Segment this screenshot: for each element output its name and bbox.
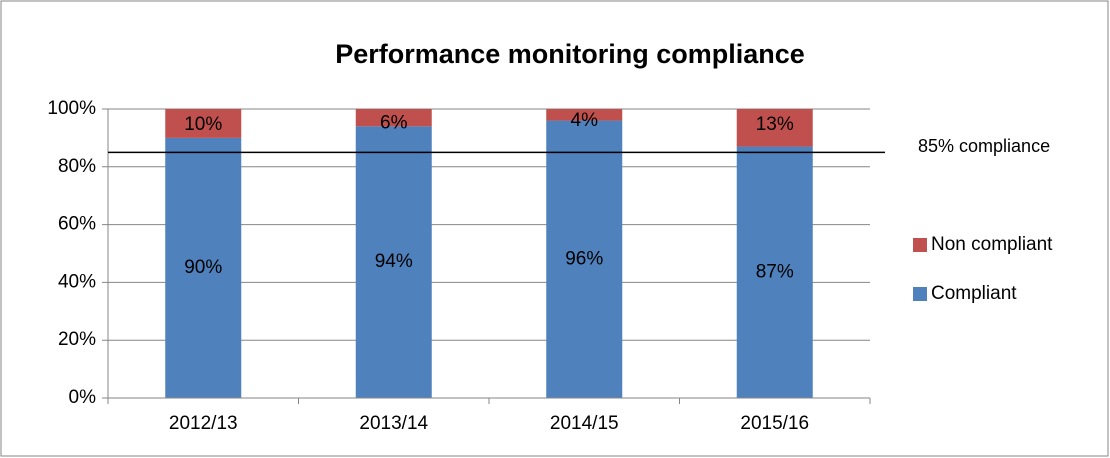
data-label: 4% [571, 110, 599, 131]
data-label: 96% [565, 248, 603, 269]
chart-title: Performance monitoring compliance [335, 39, 805, 69]
y-tick-label: 0% [69, 387, 97, 408]
y-tick-label: 100% [47, 98, 96, 119]
data-label: 6% [380, 113, 408, 134]
data-label: 94% [375, 251, 413, 272]
bar-segment [165, 109, 242, 138]
legend-swatch [913, 238, 927, 252]
bar-segment [546, 109, 623, 121]
bar-segment [355, 109, 432, 127]
x-tick-label: 2014/15 [550, 413, 619, 434]
y-tick-label: 20% [58, 329, 96, 350]
x-tick-label: 2013/14 [359, 413, 428, 434]
data-label: 90% [184, 257, 222, 278]
data-label: 10% [184, 114, 222, 135]
bar-segment [736, 109, 813, 147]
reference-label: 85% compliance [918, 136, 1050, 156]
bar-segment [546, 120, 623, 398]
bar-segment [165, 137, 242, 398]
y-tick-label: 60% [58, 214, 96, 235]
legend-swatch [913, 287, 927, 301]
x-tick-label: 2015/16 [740, 413, 809, 434]
y-tick-label: 80% [58, 156, 96, 177]
y-tick-label: 40% [58, 271, 96, 292]
bar-segment [355, 126, 432, 398]
data-label: 13% [756, 114, 794, 135]
x-tick-label: 2012/13 [169, 413, 238, 434]
legend-label: Non compliant [931, 234, 1053, 255]
legend-label: Compliant [931, 283, 1017, 304]
data-label: 87% [756, 261, 794, 282]
bar-segment [736, 146, 813, 398]
